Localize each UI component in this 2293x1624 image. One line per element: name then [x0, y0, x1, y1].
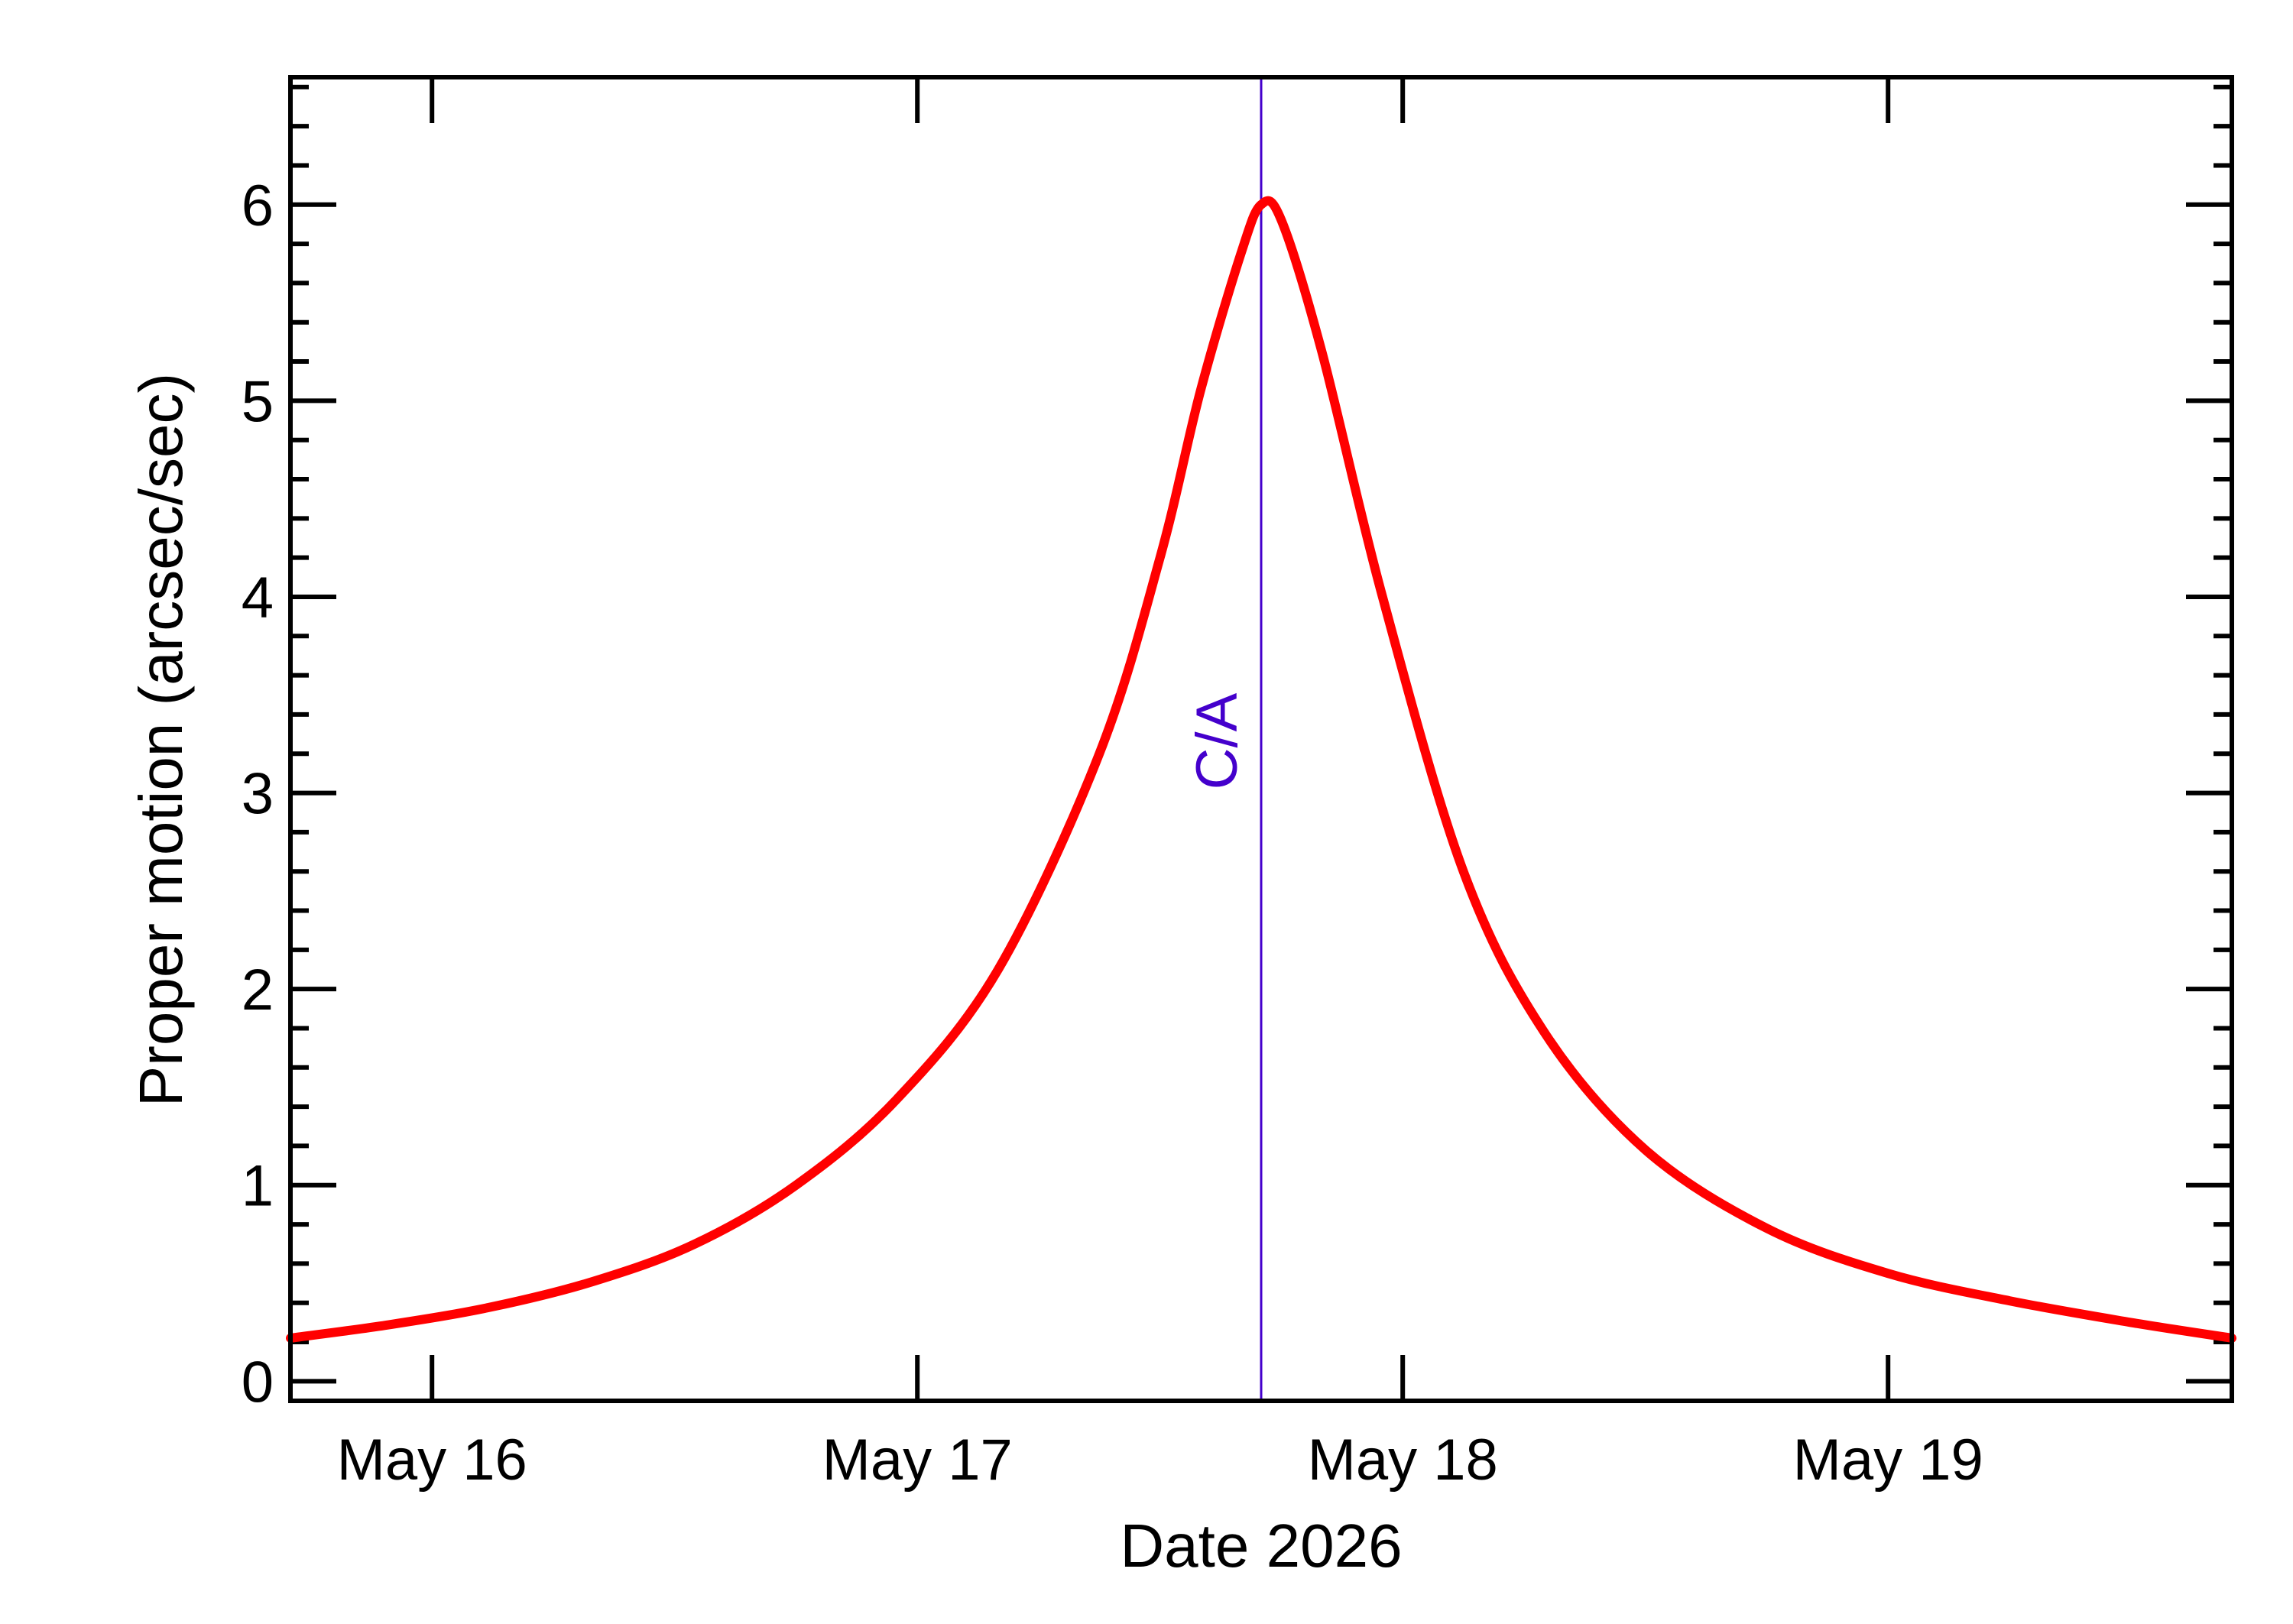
x-tick-label: May 18	[1308, 1428, 1498, 1493]
x-axis-label: Date 2026	[1120, 1512, 1402, 1580]
x-tick-label: May 17	[822, 1428, 1013, 1493]
tick-labels: 0 1 2 3 4 5 6 May 16 May 17 May 18 May 19	[242, 173, 1983, 1493]
minor-ticks	[290, 84, 2232, 1345]
x-tick-label: May 19	[1793, 1428, 1983, 1493]
y-tick-label: 3	[242, 762, 274, 827]
y-tick-label: 4	[242, 566, 274, 630]
major-ticks	[290, 77, 2232, 1401]
y-tick-label: 2	[242, 958, 274, 1023]
y-tick-label: 0	[242, 1350, 274, 1415]
y-tick-label: 6	[242, 173, 274, 238]
series	[286, 196, 2236, 1343]
proper-motion-series-line	[286, 196, 2236, 1343]
x-tick-label: May 16	[337, 1428, 527, 1493]
plot-frame	[288, 75, 2234, 1403]
y-axis-label: Proper motion (arcsec/sec)	[127, 373, 195, 1107]
y-tick-label: 5	[242, 369, 274, 434]
annotations: C/A	[1185, 77, 1263, 1401]
closest-approach-label: C/A	[1185, 692, 1250, 789]
y-tick-label: 1	[242, 1154, 274, 1219]
